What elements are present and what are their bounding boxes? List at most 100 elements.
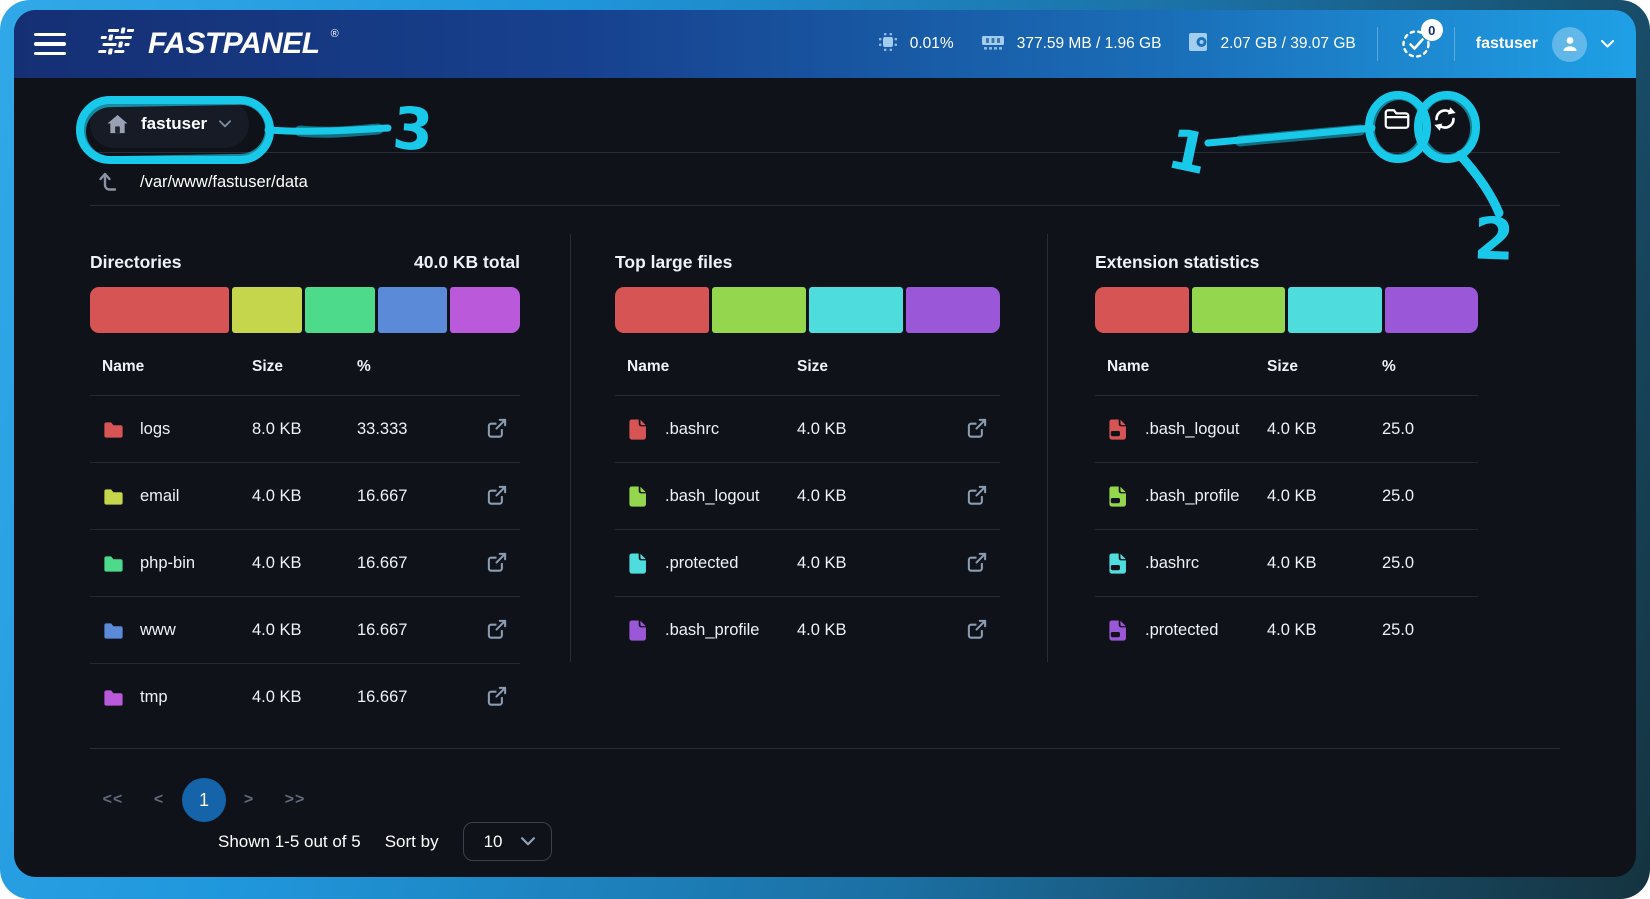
file-manager-button[interactable] — [1382, 104, 1412, 134]
file-extension-icon — [1107, 418, 1130, 441]
open-item-button[interactable] — [962, 615, 992, 645]
brand-logo[interactable]: FASTPANEL ® — [96, 26, 339, 63]
header-divider — [1453, 27, 1455, 61]
column-header: Name — [102, 358, 145, 375]
item-size: 4.0 KB — [252, 687, 302, 706]
item-name-cell: .bash_logout — [1107, 418, 1267, 441]
usage-bar-segment — [450, 287, 521, 333]
table-body: logs 8.0 KB 33.333 email 4.0 KB 16.667 php-bin… — [90, 395, 520, 730]
page-prev-button[interactable]: < — [153, 791, 165, 808]
item-name: .protected — [1145, 620, 1219, 639]
item-name: .protected — [665, 553, 739, 572]
registered-mark: ® — [330, 28, 339, 40]
table-body: .bashrc 4.0 KB .bash_logout 4.0 KB .protecte… — [615, 395, 1000, 663]
item-size: 4.0 KB — [1267, 553, 1317, 572]
refresh-button[interactable] — [1430, 104, 1460, 134]
level-up-icon[interactable] — [98, 170, 122, 194]
fastpanel-logo-icon — [96, 26, 138, 63]
section-directories: Directories 40.0 KB total Name Size% logs… — [90, 252, 521, 730]
menu-icon[interactable] — [34, 32, 66, 56]
item-size: 4.0 KB — [797, 553, 847, 572]
location-selector[interactable]: fastuser — [90, 100, 250, 148]
rows-summary: Shown 1-5 out of 5 — [218, 831, 361, 851]
item-size: 4.0 KB — [1267, 419, 1317, 438]
chevron-down-icon — [1601, 40, 1614, 48]
file-icon — [627, 552, 650, 575]
file-extension-icon — [1107, 619, 1130, 642]
table-row: www 4.0 KB 16.667 — [90, 596, 520, 663]
open-item-button[interactable] — [962, 548, 992, 578]
open-item-button[interactable] — [482, 682, 512, 712]
section-extension-statistics: Extension statistics Name Size% .bash_log… — [1095, 252, 1478, 663]
usage-bar-segment — [377, 287, 448, 333]
folder-icon — [102, 485, 125, 508]
open-item-button[interactable] — [962, 414, 992, 444]
usage-bar — [1095, 287, 1478, 333]
open-item-button[interactable] — [962, 481, 992, 511]
table-row: .protected 4.0 KB — [615, 529, 1000, 596]
open-item-button[interactable] — [482, 548, 512, 578]
item-name-cell: .bashrc — [1107, 552, 1267, 575]
divider — [90, 748, 1560, 749]
usage-bar-segment — [90, 287, 230, 333]
breadcrumb: /var/www/fastuser/data — [98, 164, 308, 200]
usage-bar — [90, 287, 521, 333]
table-row: email 4.0 KB 16.667 — [90, 462, 520, 529]
folder-icon — [102, 619, 125, 642]
section-title: Top large files — [615, 252, 733, 272]
item-name-cell: php-bin — [102, 552, 252, 575]
column-header: Name — [1107, 358, 1150, 375]
divider — [90, 205, 1560, 206]
item-name: .bashrc — [665, 419, 720, 438]
user-menu[interactable]: fastuser — [1475, 26, 1614, 62]
usage-bar-segment — [615, 287, 709, 333]
statistics-panels: Directories 40.0 KB total Name Size% logs… — [90, 234, 1560, 742]
file-extension-icon — [1107, 552, 1130, 575]
location-label: fastuser — [141, 114, 208, 133]
disk-stat: 2.07 GB / 39.07 GB — [1187, 31, 1356, 58]
item-name: logs — [140, 419, 171, 438]
tasks-check-icon — [1399, 30, 1433, 65]
usage-bar-segment — [1288, 287, 1382, 333]
item-size: 4.0 KB — [797, 620, 847, 639]
open-item-button[interactable] — [482, 481, 512, 511]
table-header-row: Name Size% — [90, 339, 520, 395]
table-body: .bash_logout 4.0 KB 25.0 .bash_profile 4.0 K… — [1095, 395, 1478, 663]
page-size-select[interactable]: 10 — [462, 822, 552, 861]
external-link-icon — [487, 552, 507, 572]
page-next-button[interactable]: > — [243, 791, 255, 808]
table-row: .bash_profile 4.0 KB — [615, 596, 1000, 663]
person-icon — [1563, 37, 1576, 51]
view-actions — [1382, 104, 1460, 134]
item-size: 4.0 KB — [252, 553, 302, 572]
open-item-button[interactable] — [482, 615, 512, 645]
section-title: Extension statistics — [1095, 252, 1260, 272]
home-icon — [107, 114, 128, 133]
open-item-button[interactable] — [482, 414, 512, 444]
section-divider — [570, 234, 571, 662]
ram-icon — [980, 31, 1006, 58]
section-top-large-files: Top large files Name Size .bashrc 4.0 KB .b… — [615, 252, 1000, 663]
file-icon — [627, 619, 650, 642]
item-size: 4.0 KB — [797, 486, 847, 505]
usage-bar-segment — [712, 287, 806, 333]
page-current-button[interactable]: 1 — [182, 778, 226, 822]
item-percent: 33.333 — [357, 419, 408, 438]
external-link-icon — [967, 619, 987, 639]
table-row: .protected 4.0 KB 25.0 — [1095, 596, 1478, 663]
disk-icon — [1187, 31, 1209, 58]
disk-value: 2.07 GB / 39.07 GB — [1220, 35, 1356, 52]
table-row: logs 8.0 KB 33.333 — [90, 395, 520, 462]
cpu-value: 0.01% — [909, 35, 954, 52]
item-size: 4.0 KB — [1267, 620, 1317, 639]
pagination: << < 1 > >> — [90, 778, 318, 822]
username: fastuser — [1475, 35, 1538, 52]
current-path: /var/www/fastuser/data — [140, 172, 308, 191]
page-first-button[interactable]: << — [102, 791, 124, 808]
tasks-button[interactable]: 0 — [1399, 19, 1443, 61]
cpu-stat: 0.01% — [877, 31, 954, 58]
item-name-cell: logs — [102, 418, 252, 441]
folder-open-icon — [1384, 109, 1410, 129]
page-last-button[interactable]: >> — [284, 791, 306, 808]
